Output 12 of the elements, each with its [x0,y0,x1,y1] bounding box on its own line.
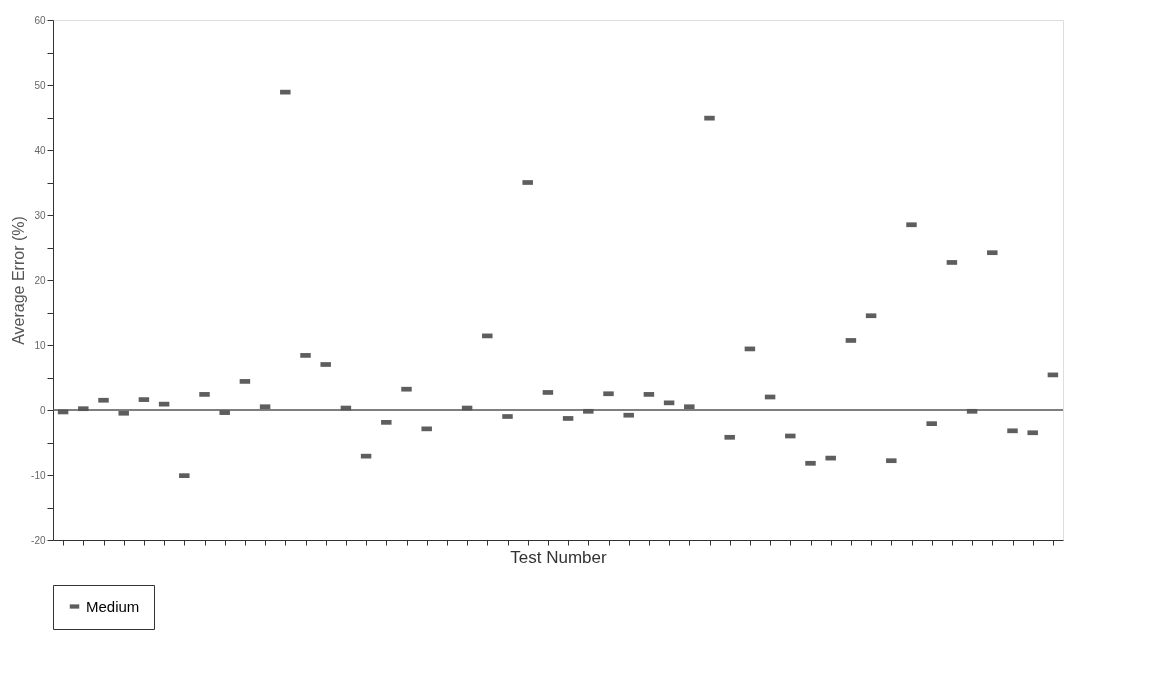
y-tick-label: 60 [34,14,46,26]
y-tick-label: 50 [34,79,46,91]
y-tick-label: -20 [31,534,46,546]
y-tick-label: 10 [34,339,46,351]
y-tick-label: 40 [34,144,46,156]
y-axis-title: Average Error (%) [10,216,28,345]
y-tick-label: 0 [39,404,46,416]
x-axis-title: Test Number [510,548,608,567]
y-tick-label: -10 [31,469,46,481]
legend-label: Medium [86,597,140,615]
y-tick-label: 30 [34,209,46,221]
y-tick-label: 20 [34,274,46,286]
